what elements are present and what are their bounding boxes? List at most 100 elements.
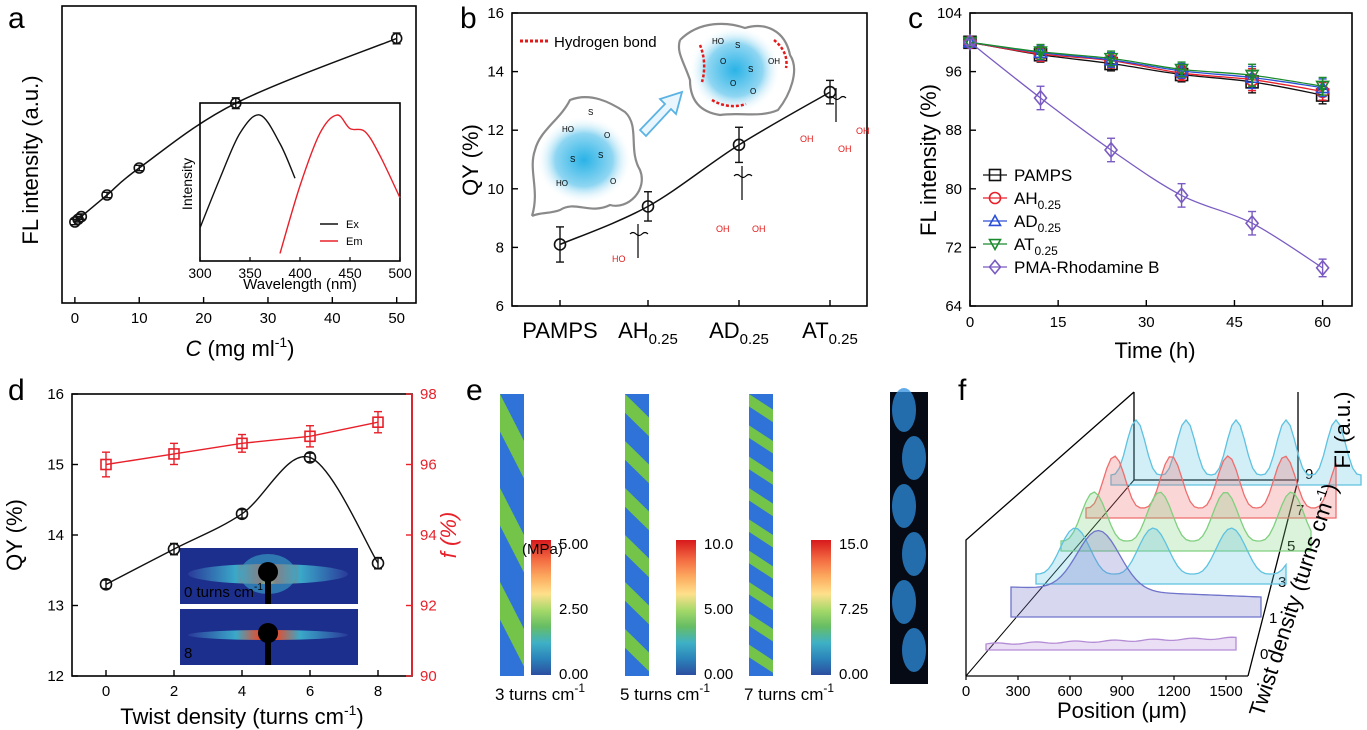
panel-b-label: b — [460, 2, 477, 35]
c-ytick-label-1: 72 — [945, 239, 962, 256]
b-left-glow — [536, 116, 632, 204]
c-legend-label-3-sub: 0.25 — [1034, 244, 1058, 258]
d-xtick-label-0: 0 — [102, 683, 110, 700]
e-micrograph-glow-4 — [892, 580, 916, 624]
e-fiber-caption-sup-0: -1 — [574, 681, 585, 695]
c-legend-label-1-sub: 0.25 — [1038, 198, 1062, 212]
c-point-3-5 — [1315, 80, 1330, 94]
e-micrograph-glow-2 — [892, 484, 916, 528]
e-micrograph-glow-1 — [902, 436, 926, 480]
e-colorbar-max-1: 10.0 — [704, 536, 733, 553]
b-right-chem-1: S — [735, 41, 740, 50]
d-saxs-label-0: 0 turns cm-1 — [184, 582, 263, 601]
e-fiber-strand-2-4 — [749, 519, 773, 548]
a-point-4 — [133, 162, 146, 174]
e-fiber-caption-0: 3 turns cm-1 — [495, 681, 585, 704]
e-fiber-strand-1-0 — [625, 394, 649, 437]
c-legend-marker-4 — [988, 259, 1002, 275]
a-inset-xtick-label-0: 300 — [188, 265, 212, 281]
b-xtick-label-2-main: AD — [709, 318, 740, 343]
e-fiber-caption-1: 5 turns cm-1 — [620, 681, 710, 704]
b-xtick-label-2-sub: 0.25 — [740, 331, 769, 348]
e-fiber-caption-sup-1: -1 — [699, 681, 710, 695]
a-xtick-label-1: 10 — [131, 310, 148, 327]
d-qy-point-3 — [303, 451, 317, 464]
panel-e-label: e — [466, 374, 483, 407]
c-legend-marker-0 — [988, 168, 1002, 182]
b-xtick-label-3: AT0.25 — [802, 318, 858, 348]
a-inset-xtick-label-3: 450 — [338, 265, 362, 281]
c-legend-label-4-main: PMA-Rhodamine B — [1014, 258, 1160, 277]
a-xtick-label-3: 30 — [260, 310, 277, 327]
b-sidechain-oh-1-0: OH — [716, 224, 730, 234]
d-xtick-label-1: 2 — [170, 683, 178, 700]
f-xtick-label-3: 900 — [1109, 683, 1134, 700]
panel-c-xlabel: Time (h) — [1114, 338, 1195, 363]
f-trace-7 — [1085, 455, 1337, 519]
c-legend-label-2-sub: 0.25 — [1038, 221, 1062, 235]
c-legend-label-2-main: AD — [1014, 212, 1038, 231]
e-fiber-strand-1-4 — [625, 582, 649, 625]
d-ytick-left-label-1: 13 — [47, 598, 64, 615]
d-saxs-beamstop-arm-1 — [265, 633, 271, 665]
f-z-axis — [1247, 479, 1299, 677]
c-point-3-0 — [962, 36, 978, 50]
panel-d-xlabel-sup: -1 — [344, 702, 357, 718]
b-point-2 — [732, 138, 746, 152]
d-ytick-left-label-3: 15 — [47, 457, 64, 474]
a-inset-curve-Em — [279, 114, 401, 254]
b-xtick-label-1-main: AH — [618, 318, 649, 343]
b-sidechain-oh-2-0: OH — [800, 134, 814, 144]
panel-a-inset-xlabel: Wavelength (nm) — [243, 276, 357, 293]
f-xtick-label-5: 1500 — [1209, 683, 1242, 700]
panel-e: e 5.002.500.003 turns cm-110.05.000.005 … — [466, 374, 928, 704]
b-xtick-label-3-sub: 0.25 — [829, 331, 858, 348]
e-fiber-strand-1-1 — [625, 441, 649, 484]
b-sidechain-oh-2-2: OH — [856, 126, 870, 136]
c-legend-label-4: PMA-Rhodamine B — [1014, 258, 1160, 277]
c-point-4-4 — [1245, 214, 1260, 232]
c-xtick-label-2: 30 — [1138, 314, 1155, 331]
f-trace-3 — [1035, 527, 1287, 585]
c-legend-marker-3 — [988, 238, 1002, 252]
e-micrograph-glow-0 — [892, 388, 916, 432]
d-xtick-label-4: 8 — [374, 683, 382, 700]
b-right-chem-0: HO — [712, 37, 724, 46]
c-point-4-0 — [962, 33, 978, 51]
e-colorbar-1 — [676, 540, 696, 675]
panel-d-xlabel-close: ) — [356, 704, 363, 729]
e-colorbar-max-2: 15.0 — [839, 536, 868, 553]
c-ytick-label-3: 88 — [945, 122, 962, 139]
d-f-point-2 — [236, 437, 248, 450]
e-fiber-strand-1-3 — [625, 535, 649, 578]
a-point-3 — [101, 189, 113, 201]
e-fiber-strand-0-1 — [500, 488, 524, 573]
e-fiber-strand-0-2 — [500, 582, 524, 667]
c-legend-label-3: AT0.25 — [1014, 235, 1058, 258]
b-left-chem-3: S — [598, 151, 603, 160]
e-fiber-caption-2: 7 turns cm-1 — [744, 681, 834, 704]
e-fiber-caption-main-1: 5 turns cm — [620, 685, 699, 704]
b-point-3 — [823, 85, 837, 99]
b-ytick-label-0: 6 — [496, 298, 504, 315]
c-legend-label-0: PAMPS — [1014, 166, 1072, 185]
panel-c-label: c — [908, 2, 923, 35]
panel-a-xlabel-italic: C — [186, 336, 202, 361]
e-fiber-strand-2-7 — [749, 613, 773, 642]
b-right-glow — [689, 26, 781, 114]
a-xtick-label-2: 20 — [195, 310, 212, 327]
d-f-point-3 — [304, 430, 316, 443]
panel-a-label: a — [8, 2, 25, 35]
c-ytick-label-5: 104 — [937, 5, 962, 22]
panel-a-inset-ylabel: Intensity — [179, 158, 195, 210]
panel-a-frame — [61, 5, 417, 304]
a-xtick-label-4: 40 — [324, 310, 341, 327]
a-inset-legend-Ex: Ex — [346, 219, 359, 231]
d-saxs-beamstop-arm-0 — [265, 572, 271, 604]
panel-d-label: d — [8, 374, 25, 407]
d-qy-point-0 — [99, 578, 113, 591]
